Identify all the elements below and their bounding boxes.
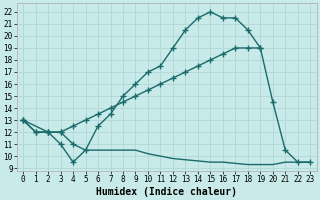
X-axis label: Humidex (Indice chaleur): Humidex (Indice chaleur) [96,186,237,197]
